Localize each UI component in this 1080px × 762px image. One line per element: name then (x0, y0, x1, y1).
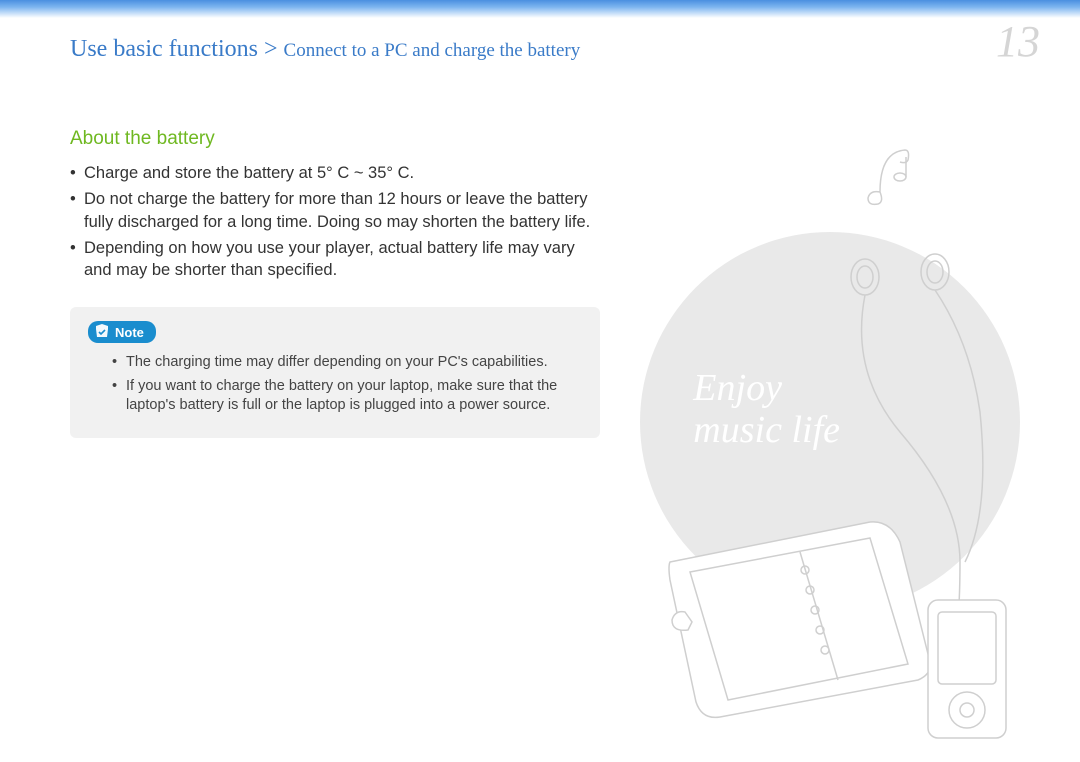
bullet-item: Charge and store the battery at 5° C ~ 3… (70, 162, 600, 184)
top-gradient-bar (0, 0, 1080, 18)
page-header: Use basic functions > Connect to a PC an… (70, 22, 1040, 63)
main-content: About the battery Charge and store the b… (70, 128, 600, 438)
decorative-illustration: Enjoy music life (610, 142, 1070, 752)
note-tag: Note (88, 321, 156, 343)
tagline-line1: Enjoy (693, 367, 782, 409)
tagline-line2: music life (693, 409, 840, 451)
breadcrumb-sub: Connect to a PC and charge the battery (284, 40, 581, 61)
note-list: The charging time may differ depending o… (88, 353, 582, 416)
player-device-icon (920, 592, 1015, 747)
bullet-item: Depending on how you use your player, ac… (70, 237, 600, 282)
notebook-icon (650, 502, 950, 722)
breadcrumb-sep: > (258, 36, 284, 62)
tagline: Enjoy music life (693, 368, 840, 452)
note-box: Note The charging time may differ depend… (70, 307, 600, 438)
breadcrumb-main: Use basic functions (70, 36, 258, 62)
note-item: If you want to charge the battery on you… (112, 377, 582, 416)
section-title: About the battery (70, 128, 600, 150)
note-label: Note (115, 325, 144, 340)
music-note-icon (860, 142, 920, 212)
note-item: The charging time may differ depending o… (112, 353, 582, 373)
bullet-item: Do not charge the battery for more than … (70, 188, 600, 233)
breadcrumb: Use basic functions > Connect to a PC an… (70, 36, 580, 63)
note-icon (94, 324, 110, 340)
bullet-list: Charge and store the battery at 5° C ~ 3… (70, 162, 600, 281)
page-number: 13 (996, 22, 1040, 62)
